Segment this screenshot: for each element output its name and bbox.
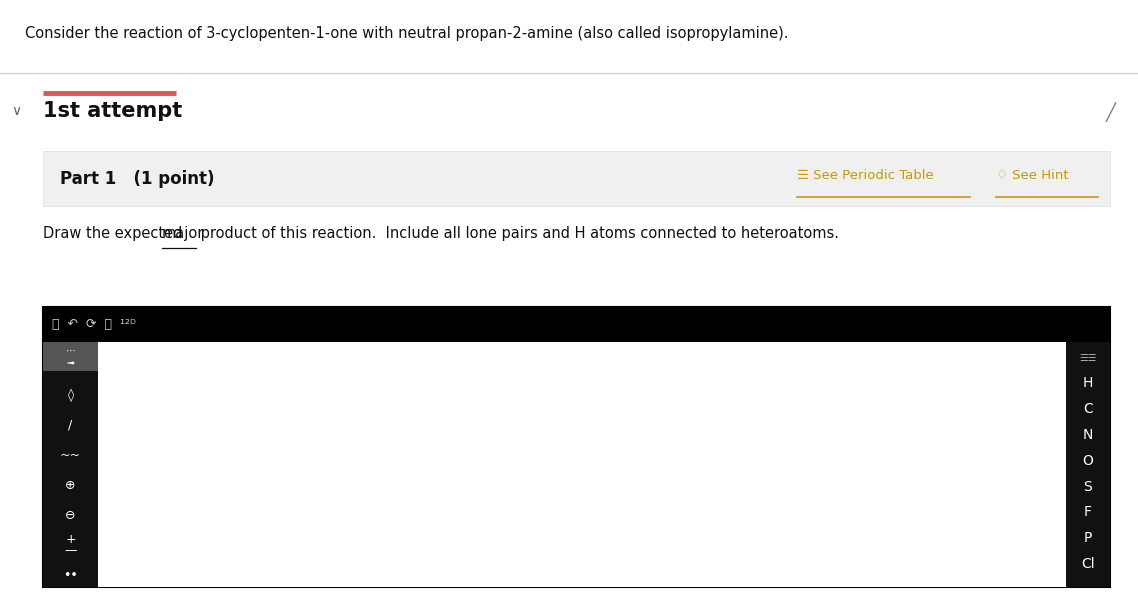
Text: ~~: ~~ [60, 449, 81, 462]
Text: ☰ See Periodic Table: ☰ See Periodic Table [797, 169, 933, 182]
Text: ∨: ∨ [11, 103, 22, 118]
Bar [43, 151, 1110, 206]
Text: ◊: ◊ [67, 389, 74, 402]
Text: ♢ See Hint: ♢ See Hint [996, 169, 1069, 182]
Text: ••: •• [64, 569, 77, 582]
Text: 1st attempt: 1st attempt [43, 100, 182, 121]
Text: Part 1   (1 point): Part 1 (1 point) [60, 170, 215, 188]
Text: C: C [1083, 402, 1092, 416]
Bar [98, 342, 1066, 587]
Text: O: O [1082, 454, 1094, 468]
Text: P: P [1083, 531, 1092, 545]
Text: Consider the reaction of 3-cyclopenten-1-one with neutral propan-2-amine (also c: Consider the reaction of 3-cyclopenten-1… [25, 26, 789, 41]
Text: /: / [68, 419, 73, 432]
Bar [43, 342, 98, 371]
Text: F: F [1083, 505, 1092, 520]
Text: Cl: Cl [1081, 557, 1095, 571]
Text: S: S [1083, 480, 1092, 493]
Text: +
—: + — [65, 533, 76, 557]
Bar [43, 342, 98, 587]
Text: ☰☰: ☰☰ [1079, 353, 1097, 362]
Text: Draw the expected: Draw the expected [43, 225, 188, 241]
Text: ⊖: ⊖ [65, 509, 76, 522]
Text: H: H [1082, 376, 1094, 390]
Text: ⊕: ⊕ [65, 479, 76, 492]
Text: ╱: ╱ [1105, 102, 1115, 123]
Text: N: N [1082, 428, 1094, 442]
Bar [1066, 342, 1110, 587]
Text: ⋯
➟: ⋯ ➟ [66, 346, 75, 368]
Text: major: major [162, 225, 204, 241]
Bar [43, 307, 1110, 587]
Text: product of this reaction.  Include all lone pairs and H atoms connected to heter: product of this reaction. Include all lo… [196, 225, 839, 241]
Text: 🗋  ↶  ⟳  Ⓡ  ¹²ᴰ: 🗋 ↶ ⟳ Ⓡ ¹²ᴰ [52, 318, 137, 331]
